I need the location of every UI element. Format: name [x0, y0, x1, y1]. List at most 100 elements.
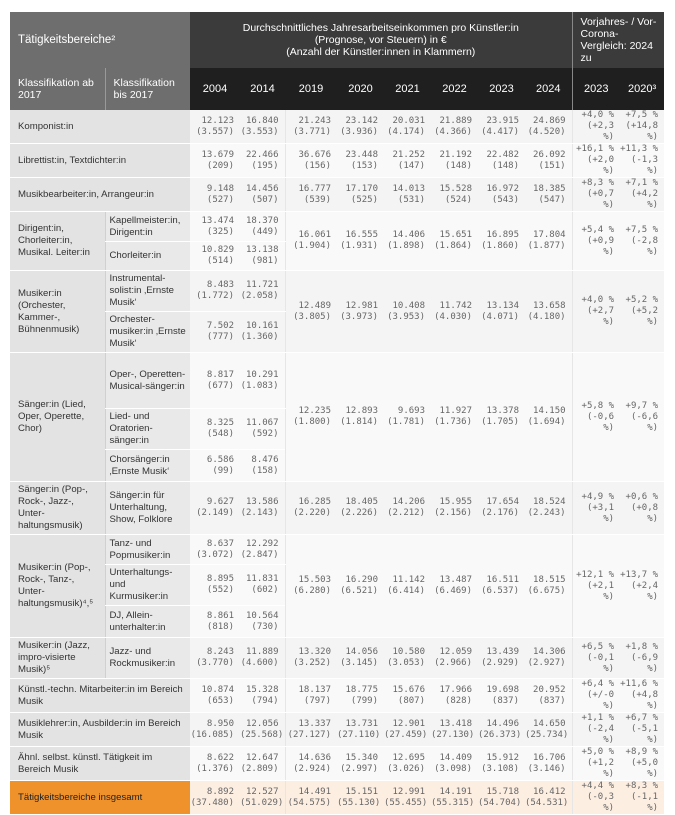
count: (55.455): [384, 797, 428, 808]
count: (2.058): [240, 291, 279, 301]
count: (148): [491, 160, 519, 171]
value: 14.191: [439, 786, 472, 797]
count: (4.520): [527, 126, 566, 137]
count: (26.373): [478, 729, 522, 740]
value: 15.528: [439, 183, 472, 194]
table-row: Musiker:in (Pop-, Rock-, Tanz-, Unter-ha…: [10, 534, 665, 638]
value: 18.524: [533, 497, 566, 507]
income-cell: 19.698 (837): [478, 678, 525, 713]
income-cell: 9.627 (2.149): [190, 481, 240, 535]
count: (4.417): [481, 126, 519, 137]
value: +1,1 %: [581, 713, 615, 723]
count: (3.805): [293, 311, 331, 322]
compare-year-header: 2020³: [620, 68, 665, 110]
count: (+2,7 %): [586, 306, 615, 327]
table-row: Tätigkeitsbereiche insgesamt 8.892 (37.480…: [10, 780, 665, 815]
year-header: 2020: [337, 68, 384, 110]
value: 36.676: [298, 149, 331, 160]
value: 11.927: [439, 406, 472, 416]
count: (6.521): [340, 586, 378, 596]
count: (525): [350, 194, 378, 205]
count: (37.480): [190, 797, 234, 808]
change-cell: +6,7 % (-5,1 %): [620, 712, 665, 747]
value: 13.337: [298, 718, 331, 729]
value: 14.150: [533, 406, 566, 416]
count: (+5,2 %): [630, 306, 659, 327]
income-cell: 13.378 (1.705): [478, 352, 525, 482]
value: 16.777: [298, 183, 331, 194]
count: (1.376): [196, 763, 234, 774]
count: (653): [206, 695, 234, 706]
income-cell: 13.586 (2.143): [240, 481, 285, 535]
value: 16.412: [533, 786, 566, 797]
subcategory-label: Orchester-musiker:in ‚Ernste Musik‘: [104, 311, 190, 353]
income-cell: 16.840 (3.553): [240, 110, 285, 144]
income-cell: 14.409 (3.098): [431, 746, 478, 781]
count: (4.174): [387, 126, 425, 137]
value: 12.056: [245, 718, 279, 729]
count: (2.847): [240, 549, 279, 560]
income-cell: 15.718 (54.704): [478, 780, 525, 815]
value: +6,5 %: [581, 641, 615, 652]
count: (3.146): [527, 763, 566, 774]
value: 10.564: [245, 610, 279, 621]
income-cell: 6.586 (99): [190, 449, 240, 482]
count: (+2,3 %): [586, 121, 615, 142]
count: (837): [538, 695, 566, 706]
income-cell: 8.476 (158): [240, 449, 285, 482]
change-cell: +16,1 % (+2,0 %): [571, 143, 621, 178]
count: (-5,1 %): [630, 724, 659, 745]
year-header: 2023: [478, 68, 525, 110]
table-row: Lied- und Oratorien-sänger:in 8.325 (548) 1…: [10, 408, 664, 450]
value: 10.829: [201, 245, 234, 255]
value: 8.950: [206, 718, 234, 729]
value: 23.915: [486, 115, 519, 126]
income-cell: 16.895 (1.860): [478, 211, 525, 271]
value: +8,3 %: [625, 781, 659, 791]
value: +9,7 %: [625, 400, 659, 411]
income-cell: 13.731 (27.110): [337, 712, 384, 747]
subcategory-label: Chorleiter:in: [104, 241, 190, 271]
count: (797): [303, 695, 331, 706]
value: 12.901: [392, 718, 425, 729]
income-cell: 13.439 (2.929): [478, 637, 525, 679]
count: (-6,9 %): [630, 652, 659, 674]
count: (153): [350, 160, 378, 171]
subcategory-label: Jazz- und Rockmusiker:in: [104, 637, 190, 679]
income-cell: 12.893 (1.814): [337, 352, 384, 482]
income-cell: 21.252 (147): [384, 143, 431, 178]
value: +6,4 %: [581, 679, 615, 689]
value: 8.637: [206, 538, 234, 549]
count: (6.469): [434, 586, 472, 596]
count: (548): [206, 429, 234, 439]
count: (+2,0 %): [586, 155, 615, 176]
change-cell: +1,8 % (-6,9 %): [620, 637, 665, 679]
header-row-years: Klassifikation ab 2017 Klassifikation bi…: [10, 68, 665, 110]
income-cell: 13.320 (3.252): [284, 637, 337, 679]
value: 15.912: [486, 752, 519, 763]
count: (3.026): [387, 763, 425, 774]
category-label: Sänger:in (Pop-, Rock-, Jazz-, Unter-hal…: [10, 481, 105, 535]
value: 14.013: [392, 183, 425, 194]
value: 10.874: [201, 684, 234, 695]
count: (156): [303, 160, 331, 171]
value: 16.972: [486, 183, 519, 194]
value: 16.511: [486, 575, 519, 585]
value: 13.320: [298, 647, 331, 657]
change-cell: +0,6 % (+0,8 %): [620, 481, 665, 535]
count: (55.315): [431, 797, 475, 808]
count: (27.127): [287, 729, 331, 740]
value: +6,7 %: [625, 713, 659, 723]
income-cell: 10.408 (3.953): [384, 270, 431, 353]
income-cell: 15.528 (524): [431, 177, 478, 212]
subcategory-label: Unterhaltungs- und Kurmusiker:in: [104, 564, 190, 606]
income-title: Durchschnittliches Jahresarbeitseinkomme…: [190, 12, 573, 68]
count: (592): [251, 429, 279, 439]
income-cell: 11.927 (1.736): [431, 352, 478, 482]
value: 15.328: [245, 684, 279, 695]
value: 23.448: [345, 149, 378, 160]
value: 14.409: [439, 752, 472, 763]
value: 23.142: [345, 115, 378, 126]
table-row: Sänger:in (Lied, Oper, Operette, Chor) Op…: [10, 352, 665, 482]
value: +4,4 %: [581, 781, 615, 791]
